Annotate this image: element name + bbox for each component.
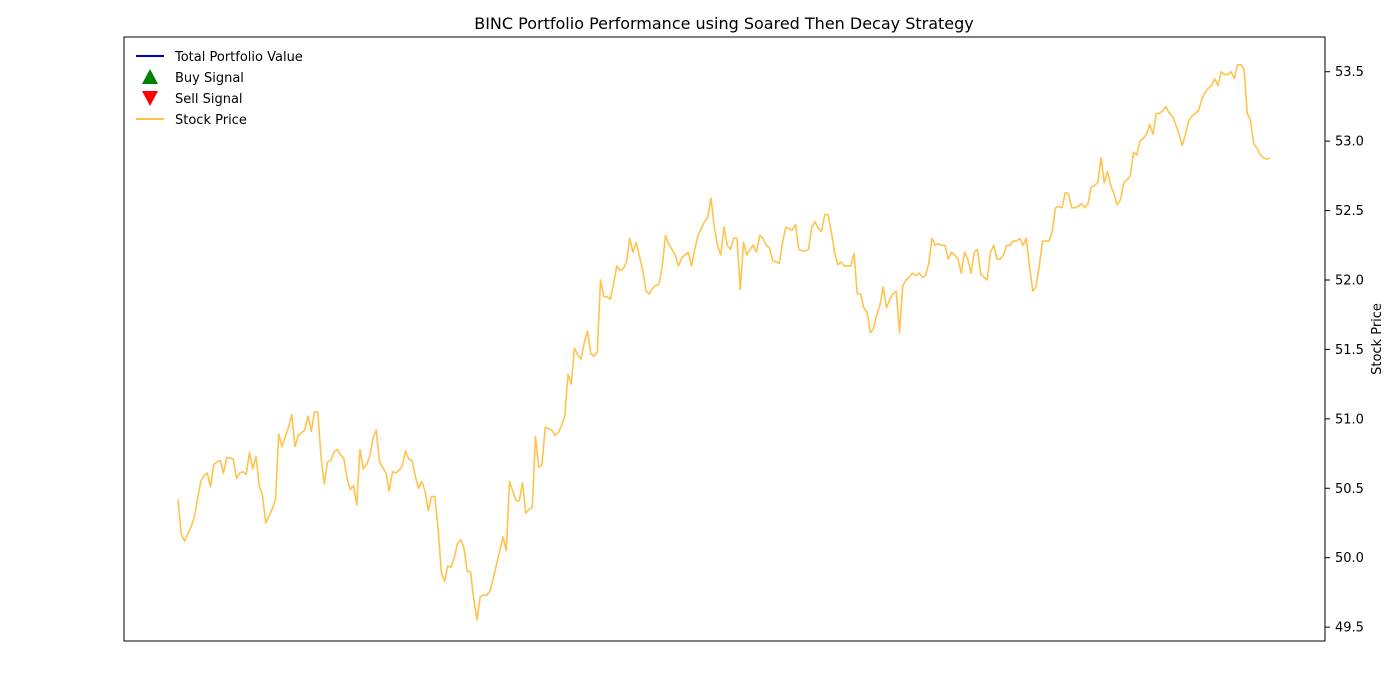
- legend-label-stock: Stock Price: [175, 113, 247, 128]
- right-axis-tick-label: 51.0: [1335, 412, 1364, 427]
- right-axis-tick-label: 52.0: [1335, 273, 1364, 288]
- right-axis-tick-label: 53.5: [1335, 65, 1364, 80]
- right-axis-tick-label: 52.5: [1335, 204, 1364, 219]
- right-axis-label: Stock Price: [1370, 303, 1385, 375]
- sell-triangle-icon: [142, 91, 158, 106]
- legend-item-buy: Buy Signal: [142, 69, 244, 86]
- legend: Total Portfolio Value Buy Signal Sell Si…: [136, 50, 303, 128]
- right-axis-tick-label: 53.0: [1335, 135, 1364, 150]
- right-axis-tick-label: 51.5: [1335, 343, 1364, 358]
- right-axis-tick-label: 50.0: [1335, 551, 1364, 566]
- legend-label-sell: Sell Signal: [175, 92, 243, 107]
- right-axis-tick-label: 49.5: [1335, 621, 1364, 636]
- legend-label-portfolio: Total Portfolio Value: [174, 50, 303, 65]
- buy-triangle-icon: [142, 69, 158, 84]
- legend-item-portfolio: Total Portfolio Value: [136, 50, 303, 65]
- chart-title: BINC Portfolio Performance using Soared …: [474, 14, 974, 33]
- legend-item-sell: Sell Signal: [142, 91, 243, 107]
- plot-frame: [123, 36, 1326, 642]
- legend-item-stock: Stock Price: [136, 113, 247, 128]
- series-line-stock-price: [177, 63, 1271, 621]
- series-layer: [177, 63, 1271, 621]
- legend-label-buy: Buy Signal: [175, 71, 244, 86]
- plot-area: [123, 36, 1326, 642]
- right-axis: 49.5 50.0 50.5 51.0 51.5 52.0 52.5 53.0 53.5: [1325, 65, 1364, 636]
- right-axis-tick-label: 50.5: [1335, 482, 1364, 497]
